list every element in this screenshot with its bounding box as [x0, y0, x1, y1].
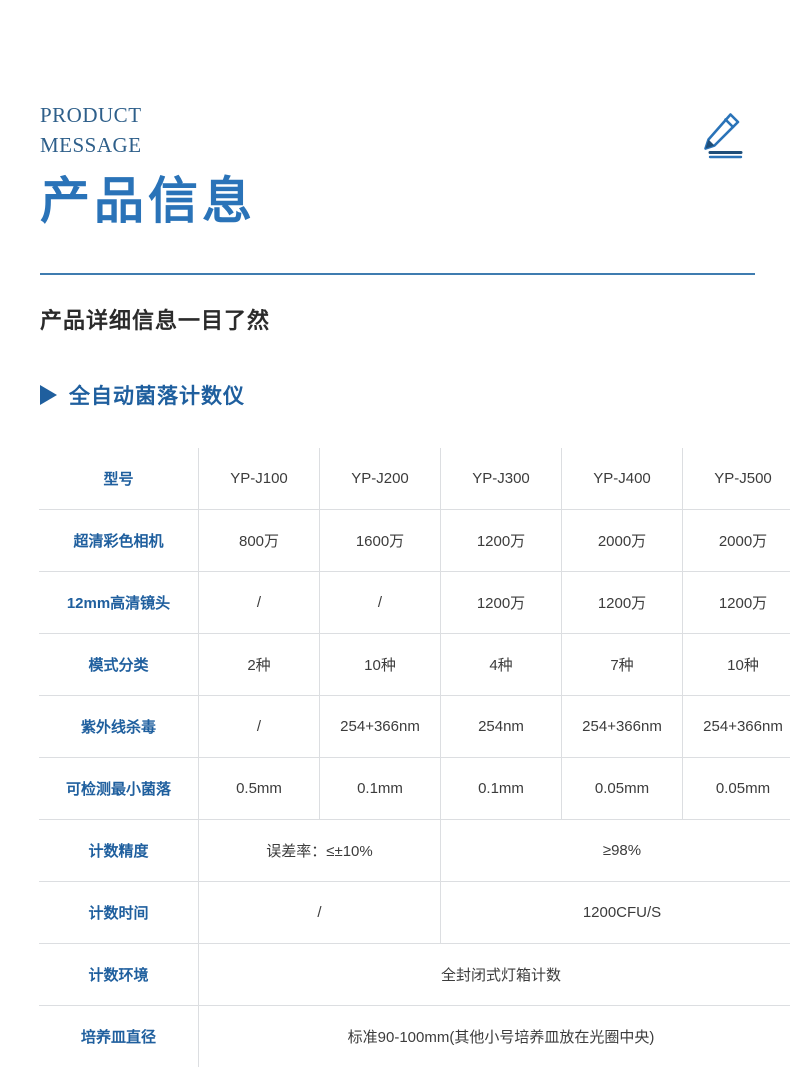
eyebrow-line-2: MESSAGE — [40, 130, 755, 160]
table-cell: 800万 — [199, 510, 320, 572]
table-cell: 标准90-100mm(其他小号培养皿放在光圈中央) — [199, 1006, 790, 1068]
table-cell: / — [199, 696, 320, 758]
table-cell: 1200万 — [683, 572, 790, 634]
eyebrow-line-1: PRODUCT — [40, 103, 142, 127]
section-heading-label: 全自动菌落计数仪 — [69, 380, 245, 410]
table-cell: 0.1mm — [441, 758, 562, 820]
table-cell: 0.5mm — [199, 758, 320, 820]
table-cell: 0.05mm — [562, 758, 683, 820]
section-heading: 全自动菌落计数仪 — [40, 380, 245, 410]
table-row: 计数精度误差率：≤±10%≥98% — [39, 820, 790, 882]
row-label: 12mm高清镜头 — [39, 572, 199, 634]
table-cell: 0.05mm — [683, 758, 790, 820]
table-cell: 2000万 — [562, 510, 683, 572]
table-cell: 10种 — [683, 634, 790, 696]
pencil-edit-icon — [694, 107, 750, 163]
row-label: 计数环境 — [39, 944, 199, 1006]
table-cell: 0.1mm — [320, 758, 441, 820]
row-label: 紫外线杀毒 — [39, 696, 199, 758]
table-cell: 1200万 — [562, 572, 683, 634]
table-cell: 10种 — [320, 634, 441, 696]
table-cell: 2种 — [199, 634, 320, 696]
table-cell: / — [199, 882, 441, 944]
table-row: 计数环境全封闭式灯箱计数 — [39, 944, 790, 1006]
row-label: 模式分类 — [39, 634, 199, 696]
table-cell: YP-J500 — [683, 448, 790, 510]
table-cell: YP-J400 — [562, 448, 683, 510]
header-divider — [40, 273, 755, 275]
table-cell: 2000万 — [683, 510, 790, 572]
row-label: 可检测最小菌落 — [39, 758, 199, 820]
row-label: 计数精度 — [39, 820, 199, 882]
table-row: 培养皿直径标准90-100mm(其他小号培养皿放在光圈中央) — [39, 1006, 790, 1068]
table-cell: / — [320, 572, 441, 634]
table-cell: 1200万 — [441, 572, 562, 634]
table-cell: 1200CFU/S — [441, 882, 790, 944]
table-cell: YP-J100 — [199, 448, 320, 510]
row-label: 培养皿直径 — [39, 1006, 199, 1068]
table-cell: 4种 — [441, 634, 562, 696]
triangle-right-icon — [40, 385, 57, 405]
table-row: 计数时间/1200CFU/S — [39, 882, 790, 944]
row-label: 型号 — [39, 448, 199, 510]
table-cell: 误差率：≤±10% — [199, 820, 441, 882]
table-cell: 254+366nm — [562, 696, 683, 758]
table-cell: 7种 — [562, 634, 683, 696]
row-label: 超清彩色相机 — [39, 510, 199, 572]
table-cell: 254+366nm — [320, 696, 441, 758]
row-label: 计数时间 — [39, 882, 199, 944]
table-cell: YP-J300 — [441, 448, 562, 510]
table-cell: 254nm — [441, 696, 562, 758]
eyebrow-text: PRODUCT MESSAGE — [40, 100, 755, 161]
table-cell: / — [199, 572, 320, 634]
page-subtitle: 产品详细信息一目了然 — [40, 303, 270, 335]
table-cell: 254+366nm — [683, 696, 790, 758]
page-title: 产品信息 — [40, 173, 755, 229]
table-cell: 1600万 — [320, 510, 441, 572]
table-cell: YP-J200 — [320, 448, 441, 510]
page-header: PRODUCT MESSAGE 产品信息 — [40, 100, 755, 229]
table-cell: 1200万 — [441, 510, 562, 572]
table-cell: 全封闭式灯箱计数 — [199, 944, 790, 1006]
table-cell: ≥98% — [441, 820, 790, 882]
